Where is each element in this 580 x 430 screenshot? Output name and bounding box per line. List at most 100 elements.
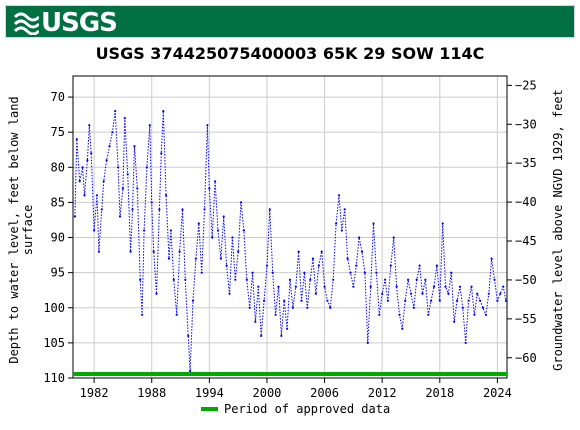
data-point bbox=[395, 285, 398, 288]
data-point bbox=[126, 173, 129, 176]
data-point bbox=[83, 194, 86, 197]
data-point bbox=[335, 222, 338, 225]
data-point bbox=[194, 257, 197, 260]
data-point bbox=[265, 264, 269, 267]
data-point bbox=[456, 299, 459, 302]
x-tick-label: 1988 bbox=[137, 386, 166, 400]
data-point bbox=[86, 159, 89, 162]
data-point bbox=[222, 215, 225, 218]
data-point bbox=[326, 299, 329, 302]
data-point bbox=[175, 313, 178, 316]
data-point bbox=[461, 306, 464, 309]
data-point bbox=[323, 285, 326, 288]
data-point bbox=[105, 159, 108, 162]
plot-frame bbox=[72, 75, 508, 379]
data-point bbox=[487, 292, 490, 295]
data-point bbox=[254, 320, 257, 323]
right-tick-label: −45 bbox=[515, 234, 537, 248]
data-point bbox=[88, 124, 91, 127]
right-axis-label: Groundwater level above NGVD 1929, feet bbox=[551, 89, 565, 371]
data-point bbox=[228, 292, 231, 295]
data-point bbox=[355, 264, 358, 267]
data-point bbox=[274, 313, 277, 316]
data-point bbox=[496, 299, 499, 302]
data-point bbox=[206, 124, 209, 127]
data-point bbox=[392, 236, 395, 239]
data-point bbox=[211, 236, 214, 239]
data-point bbox=[447, 292, 450, 295]
data-point bbox=[372, 222, 375, 225]
data-point bbox=[234, 278, 237, 281]
data-point bbox=[320, 250, 323, 253]
data-point bbox=[358, 236, 361, 239]
right-tick-label: −60 bbox=[515, 351, 537, 365]
left-tick-label: 110 bbox=[43, 371, 65, 385]
data-point bbox=[237, 250, 240, 253]
data-point bbox=[464, 341, 467, 344]
data-point bbox=[493, 278, 496, 281]
data-point bbox=[470, 285, 473, 288]
data-point bbox=[294, 285, 297, 288]
data-point bbox=[450, 271, 453, 274]
data-point bbox=[165, 194, 168, 197]
x-tick-label: 2006 bbox=[310, 386, 339, 400]
data-point bbox=[306, 306, 309, 309]
data-point bbox=[81, 166, 84, 169]
data-point bbox=[479, 299, 482, 302]
data-point bbox=[200, 271, 203, 274]
data-point bbox=[239, 201, 243, 204]
data-point bbox=[401, 327, 404, 330]
data-point bbox=[421, 292, 424, 295]
data-point bbox=[404, 299, 407, 302]
data-point bbox=[102, 180, 105, 183]
left-tick-label: 70 bbox=[51, 90, 65, 104]
data-point bbox=[73, 215, 76, 218]
legend-label: Period of approved data bbox=[224, 402, 390, 416]
data-point bbox=[189, 369, 192, 373]
data-point bbox=[409, 292, 413, 295]
data-point bbox=[184, 278, 187, 281]
data-point bbox=[118, 215, 122, 218]
left-tick-label: 100 bbox=[43, 301, 65, 315]
data-point bbox=[93, 229, 96, 232]
data-point bbox=[438, 299, 441, 302]
data-point bbox=[191, 299, 195, 302]
data-point bbox=[133, 145, 136, 148]
data-point bbox=[467, 299, 470, 302]
data-point bbox=[108, 145, 111, 148]
data-point bbox=[117, 166, 120, 169]
data-point bbox=[95, 194, 99, 197]
data-point bbox=[155, 292, 158, 295]
data-point bbox=[225, 264, 228, 267]
data-point bbox=[343, 208, 346, 211]
data-point bbox=[90, 152, 93, 155]
data-point bbox=[369, 285, 372, 288]
usgs-logo[interactable]: USGS bbox=[13, 8, 118, 38]
data-point bbox=[389, 264, 392, 267]
left-tick-label: 90 bbox=[51, 231, 65, 245]
data-point bbox=[283, 299, 286, 302]
data-point bbox=[329, 306, 332, 309]
data-point bbox=[280, 334, 283, 337]
data-point bbox=[309, 278, 312, 281]
x-tick-label: 2018 bbox=[425, 386, 454, 400]
data-point bbox=[499, 292, 502, 295]
series-line bbox=[74, 111, 507, 372]
right-tick-label: −30 bbox=[515, 117, 537, 131]
left-tick-label: 105 bbox=[43, 336, 65, 350]
right-axis-ticks: −25 −30 −35 −40 −45 −50 −55 −60 bbox=[507, 78, 537, 365]
data-point bbox=[100, 208, 103, 211]
data-point bbox=[271, 271, 274, 274]
usgs-banner: USGS bbox=[5, 5, 575, 38]
data-point bbox=[187, 334, 190, 337]
data-point bbox=[162, 110, 165, 113]
data-point bbox=[297, 250, 300, 253]
data-point bbox=[430, 299, 433, 302]
data-point bbox=[145, 166, 148, 169]
chart-title: USGS 374425075400003 65K 29 SOW 114C bbox=[95, 44, 485, 63]
usgs-wordmark: USGS bbox=[41, 8, 118, 38]
data-point bbox=[216, 229, 220, 232]
data-point bbox=[337, 194, 341, 197]
data-point bbox=[375, 271, 378, 274]
data-point bbox=[303, 271, 306, 274]
